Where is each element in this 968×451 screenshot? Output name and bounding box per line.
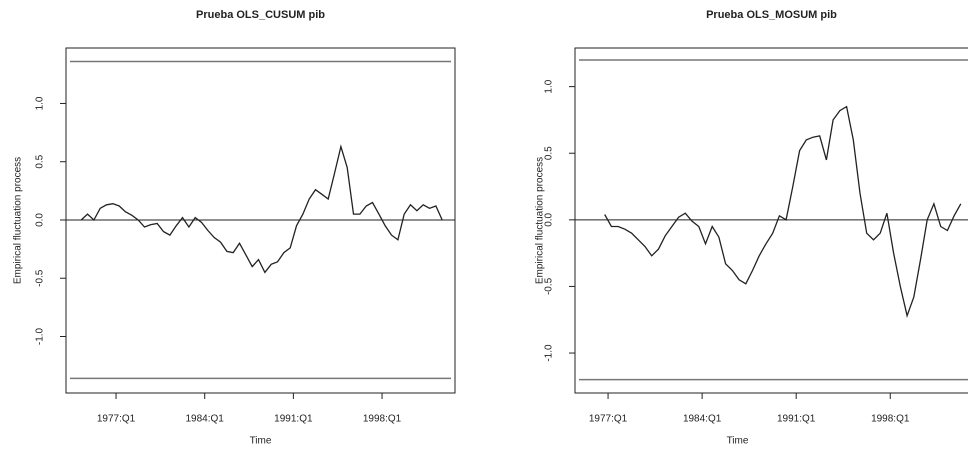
x-tick-label: 1977:Q1 [589, 414, 628, 425]
x-tick-label: 1998:Q1 [871, 414, 910, 425]
y-tick-label: 1.0 [544, 79, 555, 93]
y-axis-label: Empirical fluctuation process [535, 157, 546, 284]
fluctuation-line [80, 144, 443, 274]
x-axis-label: Time [727, 436, 749, 447]
y-tick-label: 0.5 [35, 154, 46, 168]
y-tick-label: 1.0 [35, 96, 46, 110]
y-tick-label: 0.0 [544, 212, 555, 226]
y-tick-label: -1.0 [35, 327, 46, 345]
y-tick-label: 0.5 [544, 146, 555, 160]
x-tick-label: 1984:Q1 [683, 414, 722, 425]
x-tick-label: 1991:Q1 [274, 414, 313, 425]
x-tick-label: 1977:Q1 [97, 414, 136, 425]
chart-title: Prueba OLS_MOSUM pib [706, 9, 837, 21]
plot-frame [574, 47, 968, 394]
y-tick-label: 0.0 [35, 213, 46, 227]
y-tick-label: -0.5 [544, 277, 555, 295]
y-axis-label: Empirical fluctuation process [13, 157, 24, 284]
x-tick-label: 1998:Q1 [363, 414, 402, 425]
fluctuation-line [604, 105, 962, 318]
y-tick-label: -0.5 [35, 269, 46, 287]
y-tick-label: -1.0 [544, 344, 555, 362]
x-tick-label: 1991:Q1 [777, 414, 816, 425]
x-axis-label: Time [250, 436, 272, 447]
chart-title: Prueba OLS_CUSUM pib [196, 9, 325, 21]
plot-frame [65, 47, 456, 394]
x-tick-label: 1984:Q1 [186, 414, 225, 425]
